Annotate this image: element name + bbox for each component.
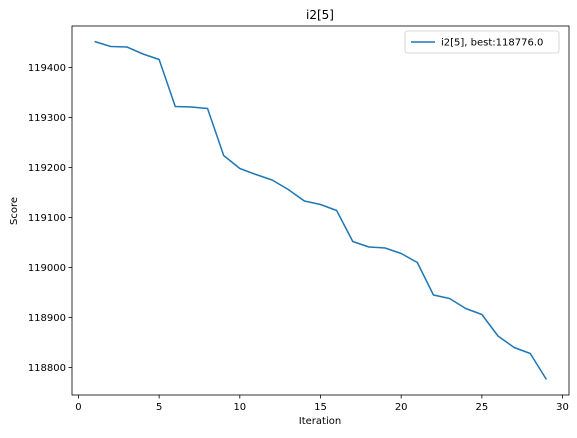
- y-axis-label: Score: [9, 197, 20, 225]
- legend-label: i2[5], best:118776.0: [441, 38, 543, 49]
- y-tick-label: 119100: [28, 213, 66, 224]
- x-tick-label: 0: [75, 402, 81, 413]
- series-line: [94, 40, 548, 380]
- legend-box: [404, 30, 560, 54]
- x-axis-label: Iteration: [299, 416, 341, 427]
- y-tick-label: 119300: [28, 113, 66, 124]
- x-tick-label: 30: [556, 402, 569, 413]
- x-tick-label: 5: [156, 402, 162, 413]
- x-tick-label: 10: [233, 402, 246, 413]
- y-tick-label: 118800: [28, 363, 66, 374]
- y-tick-label: 119200: [28, 163, 66, 174]
- x-tick-label: 20: [395, 402, 408, 413]
- x-tick-label: 25: [475, 402, 488, 413]
- chart-title: i2[5]: [306, 8, 334, 22]
- x-tick-label: 15: [314, 402, 327, 413]
- y-tick-label: 119000: [28, 263, 66, 274]
- y-tick-label: 119400: [28, 63, 66, 74]
- y-tick-label: 118900: [28, 313, 66, 324]
